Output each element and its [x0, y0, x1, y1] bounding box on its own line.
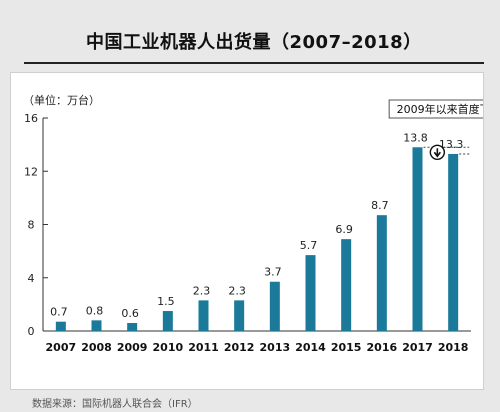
- x-tick-label: 2007: [46, 341, 77, 354]
- y-tick-label: 16: [24, 112, 38, 125]
- bar-value-label: 0.6: [121, 307, 139, 320]
- bar: [234, 300, 245, 331]
- bar-value-label: 1.5: [157, 295, 175, 308]
- x-tick-label: 2011: [188, 341, 219, 354]
- bar: [376, 215, 387, 331]
- y-axis-label: （单位：万台）: [23, 93, 100, 107]
- bar: [305, 255, 316, 331]
- x-tick-label: 2018: [438, 341, 469, 354]
- bar-value-label: 6.9: [335, 223, 353, 236]
- y-tick-label: 4: [28, 272, 35, 285]
- bar: [412, 147, 423, 331]
- y-tick-label: 8: [28, 219, 35, 232]
- annotation-text: 2009年以来首度下降: [397, 102, 483, 116]
- bar: [269, 281, 280, 331]
- y-tick-label: 0: [28, 325, 35, 338]
- x-tick-label: 2010: [153, 341, 184, 354]
- bar-value-label: 13.8: [403, 131, 428, 144]
- bar-value-label: 3.7: [264, 266, 282, 279]
- bar-value-label: 0.7: [50, 306, 68, 319]
- bar: [127, 323, 138, 331]
- bar: [198, 300, 209, 331]
- chart-title: 中国工业机器人出货量（2007–2018）: [86, 32, 422, 53]
- y-tick-label: 12: [24, 165, 38, 178]
- x-tick-label: 2015: [331, 341, 362, 354]
- bar: [55, 321, 66, 331]
- down-arrow-icon-head: [433, 151, 441, 158]
- data-source-note: 数据来源：国际机器人联合会（IFR）: [32, 399, 198, 410]
- bar-chart: （单位：万台） 0 4 8 12 16 0.7 2007 0.8 2008 0.6 2009 1.5 20…: [23, 93, 483, 354]
- bar: [448, 153, 459, 331]
- bar: [91, 320, 102, 331]
- bar-value-label: 0.8: [86, 304, 104, 317]
- x-tick-label: 2013: [260, 341, 291, 354]
- x-tick-label: 2016: [367, 341, 398, 354]
- bar-value-label: 5.7: [300, 239, 318, 252]
- x-tick-label: 2009: [117, 341, 148, 354]
- bar-value-label: 2.3: [228, 284, 246, 297]
- bar: [162, 311, 173, 331]
- bar-value-label: 2.3: [193, 284, 211, 297]
- chart-title-area: 中国工业机器人出货量（2007–2018）: [14, 22, 484, 64]
- x-tick-label: 2008: [81, 341, 112, 354]
- bar: [341, 239, 352, 331]
- title-underline: [24, 62, 484, 64]
- x-tick-label: 2012: [224, 341, 255, 354]
- x-tick-label: 2014: [295, 341, 326, 354]
- bar-value-label: 8.7: [371, 199, 389, 212]
- chart-panel: （单位：万台） 0 4 8 12 16 0.7 2007 0.8 2008 0.6 2009 1.5 20…: [10, 72, 484, 390]
- annotation-box: [388, 99, 483, 119]
- x-tick-label: 2017: [402, 341, 433, 354]
